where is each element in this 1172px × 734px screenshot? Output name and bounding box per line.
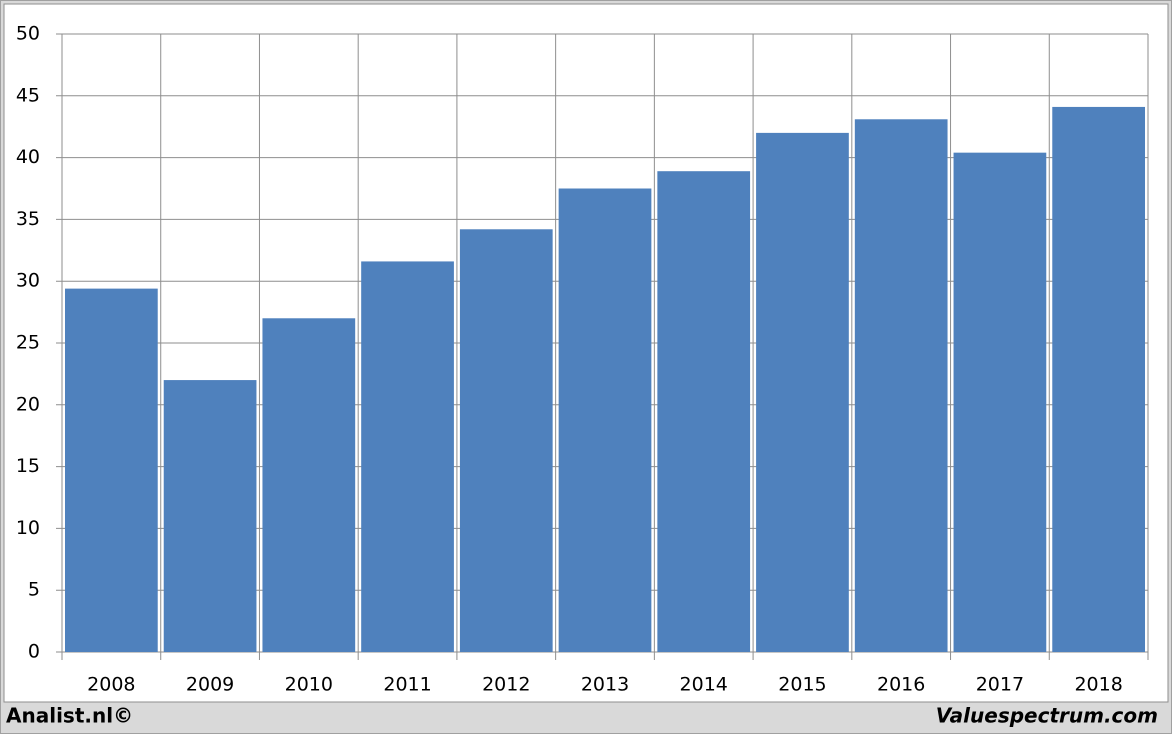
- y-tick-label: 25: [16, 332, 40, 354]
- x-tick-label: 2015: [778, 674, 826, 696]
- x-tick-label: 2011: [383, 674, 431, 696]
- x-tick-label: 2008: [87, 674, 135, 696]
- x-tick-label: 2018: [1074, 674, 1122, 696]
- x-tick-label: 2017: [976, 674, 1024, 696]
- x-tick-label: 2010: [285, 674, 333, 696]
- bar: [361, 261, 454, 652]
- y-tick-label: 15: [16, 455, 40, 477]
- bar: [459, 229, 553, 652]
- credit-right: Valuespectrum.com: [936, 704, 1158, 728]
- bar: [756, 132, 849, 652]
- bar: [65, 288, 158, 652]
- x-tick-label: 2014: [680, 674, 728, 696]
- y-tick-label: 35: [16, 208, 40, 230]
- y-tick-label: 40: [16, 146, 40, 168]
- bar: [163, 380, 257, 652]
- bar: [657, 171, 751, 653]
- y-tick-label: 50: [16, 23, 40, 45]
- bar: [1052, 106, 1145, 652]
- x-tick-label: 2012: [482, 674, 530, 696]
- bar: [854, 119, 948, 652]
- y-tick-label: 45: [16, 84, 40, 106]
- credit-left: Analist.nl©: [6, 704, 133, 728]
- y-tick-label: 5: [28, 579, 40, 601]
- y-tick-label: 20: [16, 393, 40, 415]
- bar: [953, 152, 1047, 652]
- x-tick-label: 2009: [186, 674, 234, 696]
- x-tick-label: 2016: [877, 674, 925, 696]
- x-tick-label: 2013: [581, 674, 629, 696]
- y-tick-label: 30: [16, 270, 40, 292]
- y-tick-label: 0: [28, 641, 40, 663]
- y-tick-label: 10: [16, 517, 40, 539]
- bar: [262, 318, 356, 652]
- bar: [558, 188, 652, 652]
